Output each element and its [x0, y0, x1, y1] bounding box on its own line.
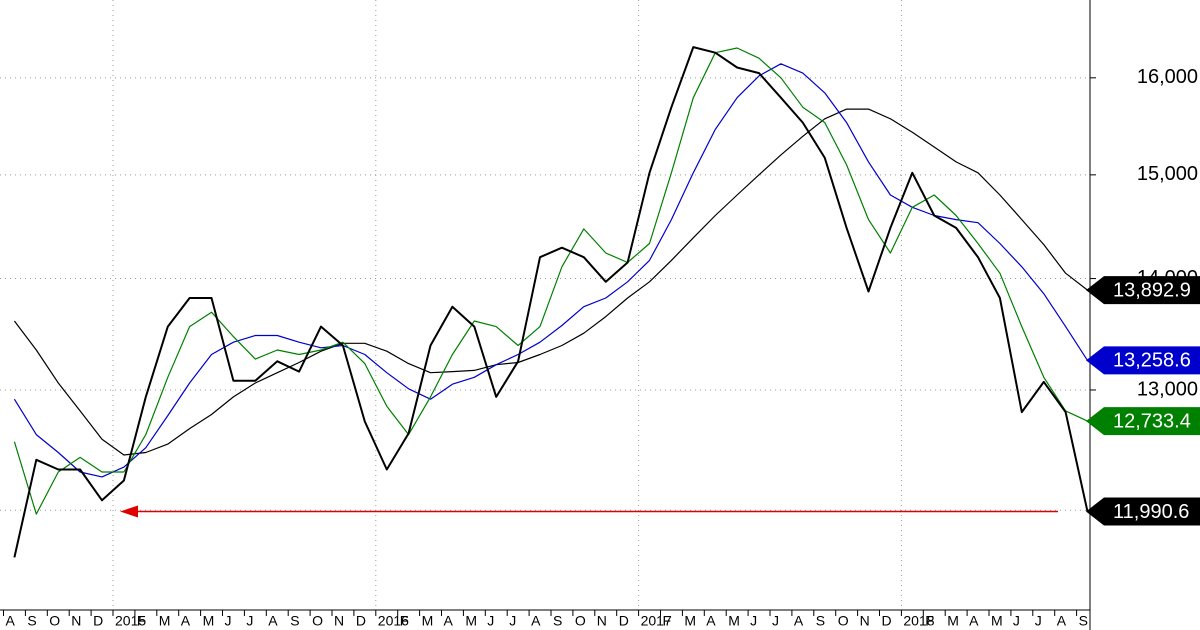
flag-label: 13,892.9 — [1113, 279, 1191, 301]
x-tick-label: 2016 — [378, 613, 409, 629]
x-tick-label: N — [71, 613, 81, 629]
flag-label: 11,990.6 — [1113, 501, 1189, 523]
x-tick-label: M — [203, 613, 215, 629]
x-tick-label: J — [487, 613, 494, 629]
x-tick-label: A — [268, 613, 278, 629]
x-tick-label: S — [816, 613, 825, 629]
x-tick-label: A — [969, 613, 979, 629]
x-tick-label: O — [49, 613, 60, 629]
price-flag: 13,892.9 — [1086, 276, 1200, 305]
x-tick-label: D — [356, 613, 366, 629]
flag-box — [1086, 276, 1200, 305]
x-tick-label: S — [553, 613, 562, 629]
x-tick-label: 2017 — [641, 613, 672, 629]
x-tick-label: N — [597, 613, 607, 629]
flag-label: 13,258.6 — [1113, 350, 1191, 372]
x-tick-label: M — [684, 613, 696, 629]
x-tick-label: A — [6, 613, 16, 629]
flag-box — [1086, 346, 1200, 375]
x-tick-label: J — [750, 613, 757, 629]
x-tick-label: M — [422, 613, 434, 629]
y-tick-label: 13,000 — [1137, 378, 1198, 400]
x-tick-label: O — [575, 613, 586, 629]
x-tick-label: F — [137, 613, 146, 629]
x-tick-label: 2018 — [903, 613, 934, 629]
x-tick-label: O — [312, 613, 323, 629]
x-tick-label: O — [838, 613, 849, 629]
x-tick-label: D — [93, 613, 103, 629]
ma-line — [13, 108, 1088, 456]
x-tick-label: J — [1013, 613, 1020, 629]
x-tick-label: N — [334, 613, 344, 629]
x-tick-label: S — [290, 613, 299, 629]
x-tick-label: M — [728, 613, 740, 629]
y-tick-label: 15,000 — [1137, 163, 1198, 185]
x-tick-label: A — [1057, 613, 1067, 629]
price-flag: 12,733.4 — [1086, 407, 1200, 436]
x-tick-label: M — [465, 613, 477, 629]
flag-box — [1086, 407, 1200, 436]
x-tick-label: F — [400, 613, 409, 629]
flag-label: 12,733.4 — [1113, 410, 1191, 432]
x-tick-label: D — [619, 613, 629, 629]
x-tick-label: 2015 — [115, 613, 146, 629]
x-tick-label: D — [882, 613, 892, 629]
x-tick-label: M — [947, 613, 959, 629]
x-tick-label: A — [531, 613, 541, 629]
x-tick-label: J — [772, 613, 779, 629]
flag-box — [1086, 497, 1200, 526]
x-tick-label: A — [181, 613, 191, 629]
x-tick-label: N — [860, 613, 870, 629]
x-tick-label: M — [991, 613, 1003, 629]
y-tick-label: 16,000 — [1137, 66, 1198, 88]
x-tick-label: A — [794, 613, 804, 629]
price-flag: 13,258.6 — [1086, 346, 1200, 375]
ma-line — [13, 63, 1089, 478]
x-tick-label: S — [27, 613, 36, 629]
price-line — [13, 46, 1089, 558]
x-tick-label: F — [925, 613, 934, 629]
x-tick-label: M — [159, 613, 171, 629]
x-tick-label: A — [444, 613, 454, 629]
ma-line — [13, 47, 1088, 515]
price-flag: 11,990.6 — [1086, 497, 1200, 526]
x-tick-label: F — [663, 613, 672, 629]
x-tick-label: S — [1079, 613, 1088, 629]
x-tick-label: J — [246, 613, 253, 629]
x-tick-label: J — [509, 613, 516, 629]
arrow-head — [120, 505, 138, 518]
x-tick-label: J — [1035, 613, 1042, 629]
x-tick-label: A — [706, 613, 716, 629]
x-tick-label: J — [225, 613, 232, 629]
